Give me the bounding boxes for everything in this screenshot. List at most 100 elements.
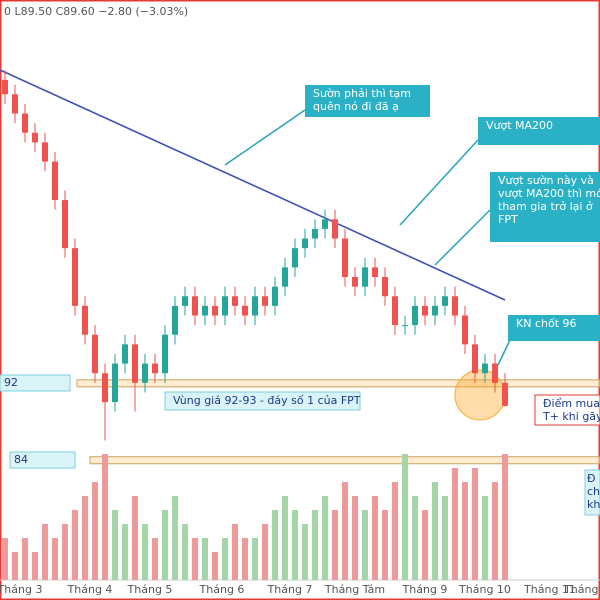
annotation-box [164,391,361,411]
volume-bar [432,482,438,580]
candle-body [142,363,148,383]
candle-body [472,344,478,374]
candle-body [22,113,28,133]
volume-bar [12,552,18,580]
level-zone [89,456,600,465]
candle-body [372,267,378,278]
annotation-box [534,394,600,426]
candle-body [12,94,18,114]
annotation-text: vượt MA200 thì mới [498,187,600,200]
volume-bar [112,510,118,580]
annotation-text: T+ khi gãy 9 [542,410,600,423]
candle-body [202,305,208,316]
candle-body [192,296,198,316]
candle-body [452,296,458,316]
candle-body [502,382,508,406]
volume-bar [222,538,228,580]
volume-bar [132,496,138,580]
volume-bar [402,454,408,580]
candle-body [32,132,38,143]
candle-body [92,334,98,374]
annotation-text: Vùng giá 92-93 - đáy số 1 của FPT [173,394,361,407]
candle-body [122,344,128,364]
annotation-box [490,172,600,242]
candle-body [392,296,398,326]
candle-body [442,296,448,306]
x-tick-label: Tháng 6 [199,583,245,596]
x-tick-label: Tháng 3 [0,583,42,596]
volume-bar [322,496,328,580]
candle-body [302,238,308,249]
annotation-box [478,117,600,145]
candle-body [2,79,8,95]
annotation-text: tham gia trở lại ở [498,200,593,213]
volume-bar [442,496,448,580]
x-tick-label: Tháng 12 [563,583,600,596]
volume-bar [472,468,478,580]
volume-bar [302,524,308,580]
candle-body [212,305,218,316]
annotation-text: Đ [587,472,596,485]
candle-body [362,267,368,287]
annotation-text: Vượt MA200 [486,119,553,132]
callout-line [224,109,306,166]
volume-bar [92,482,98,580]
volume-bar [352,496,358,580]
volume-bar [102,454,108,580]
candle-body [402,325,408,327]
candle-body [252,296,258,316]
level-box [0,374,71,392]
volume-bar [72,510,78,580]
x-tick-label: Tháng Tám [324,583,385,596]
candle-body [432,305,438,316]
candle-body [42,142,48,162]
candle-body [322,219,328,229]
x-tick-label: Tháng 5 [127,583,173,596]
candle-body [162,334,168,374]
callout-line [434,209,491,266]
volume-bar [82,496,88,580]
annotation-box [584,469,600,516]
volume-bar [42,524,48,580]
candle-body [112,363,118,403]
volume-bar [502,454,508,580]
volume-bar [482,496,488,580]
x-tick-label: Tháng 9 [402,583,448,596]
callout-line [497,339,511,366]
candle-body [462,315,468,345]
level-box [9,451,76,469]
volume-bar [52,538,58,580]
annotation-text: quên nó đi đã ạ [313,100,399,113]
candle-body [242,305,248,316]
candle-body [102,373,108,403]
candle-body [172,305,178,335]
volume-bar [292,510,298,580]
volume-bar [182,524,188,580]
volume-bar [312,510,318,580]
volume-bar [142,524,148,580]
annotation-text: ch [587,485,600,498]
candle-body [332,219,338,239]
candle-body [492,363,498,383]
volume-bar [32,552,38,580]
volume-bar [262,524,268,580]
candle-body [382,277,388,297]
volume-bar [412,496,418,580]
candle-body [272,286,278,306]
candle-body [232,296,238,306]
callout-line [399,139,479,226]
annotation-box [508,315,600,341]
candle-body [352,277,358,287]
level-label: 92 [4,376,18,389]
level-label: 84 [14,453,28,466]
candle-body [222,296,228,316]
candle-body [482,363,488,374]
annotation-text: KN chốt 96 [516,317,577,330]
annotation-text: Vượt sườn này và [498,174,594,187]
volume-bar [272,510,278,580]
trend-line [0,69,506,301]
volume-bar [282,496,288,580]
